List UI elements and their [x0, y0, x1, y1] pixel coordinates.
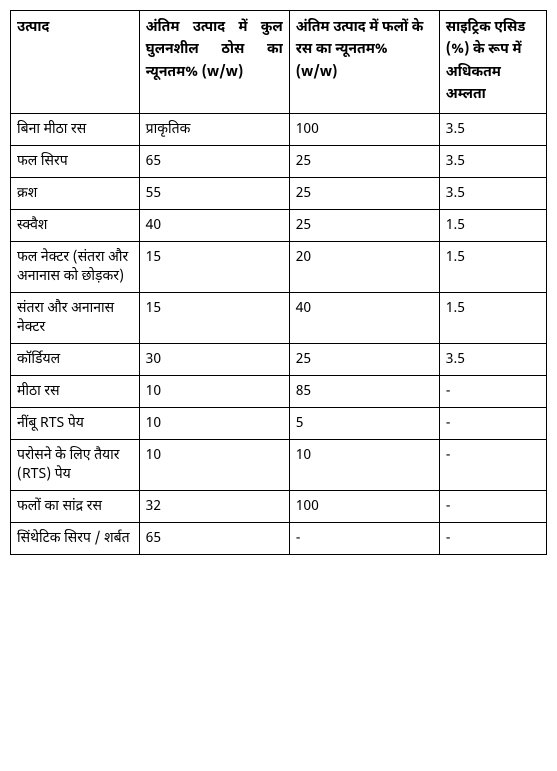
cell-acidity: 1.5: [439, 241, 546, 292]
table-body: बिना मीठा रस प्राकृतिक 100 3.5 फल सिरप 6…: [11, 113, 547, 554]
col-header-solids: अंतिम उत्पाद में कुल घुलनशील ठोस का न्यू…: [139, 11, 289, 114]
cell-juice: 10: [289, 439, 439, 490]
cell-product: नींबू RTS पेय: [11, 407, 140, 439]
cell-product: संतरा और अनानास नेक्टर: [11, 292, 140, 343]
cell-solids: 65: [139, 145, 289, 177]
cell-juice: 25: [289, 177, 439, 209]
table-row: परोसने के लिए तैयार (RTS) पेय 10 10 -: [11, 439, 547, 490]
cell-solids: 32: [139, 490, 289, 522]
table-row: फल सिरप 65 25 3.5: [11, 145, 547, 177]
cell-solids: 10: [139, 375, 289, 407]
table-row: क्रश 55 25 3.5: [11, 177, 547, 209]
cell-acidity: 1.5: [439, 292, 546, 343]
cell-solids: 15: [139, 292, 289, 343]
cell-product: फलों का सांद्र रस: [11, 490, 140, 522]
col-header-juice: अंतिम उत्पाद में फलों के रस का न्यूनतम% …: [289, 11, 439, 114]
cell-product: कॉर्डियल: [11, 343, 140, 375]
cell-juice: 100: [289, 490, 439, 522]
cell-solids: 10: [139, 439, 289, 490]
cell-solids: 15: [139, 241, 289, 292]
table-row: कॉर्डियल 30 25 3.5: [11, 343, 547, 375]
table-row: सिंथेटिक सिरप / शर्बत 65 - -: [11, 522, 547, 554]
cell-acidity: 3.5: [439, 145, 546, 177]
table-row: स्क्वैश 40 25 1.5: [11, 209, 547, 241]
header-row: उत्पाद अंतिम उत्पाद में कुल घुलनशील ठोस …: [11, 11, 547, 114]
cell-solids: 30: [139, 343, 289, 375]
cell-solids: 10: [139, 407, 289, 439]
table-row: बिना मीठा रस प्राकृतिक 100 3.5: [11, 113, 547, 145]
cell-solids: 65: [139, 522, 289, 554]
table-row: फलों का सांद्र रस 32 100 -: [11, 490, 547, 522]
cell-acidity: 3.5: [439, 343, 546, 375]
cell-juice: 25: [289, 343, 439, 375]
table-row: नींबू RTS पेय 10 5 -: [11, 407, 547, 439]
product-spec-table: उत्पाद अंतिम उत्पाद में कुल घुलनशील ठोस …: [10, 10, 547, 555]
table-row: मीठा रस 10 85 -: [11, 375, 547, 407]
cell-product: बिना मीठा रस: [11, 113, 140, 145]
cell-product: स्क्वैश: [11, 209, 140, 241]
col-header-acidity: साइट्रिक एसिड (%) के रूप में अधिकतम अम्ल…: [439, 11, 546, 114]
cell-product: सिंथेटिक सिरप / शर्बत: [11, 522, 140, 554]
cell-acidity: 3.5: [439, 113, 546, 145]
cell-solids: 40: [139, 209, 289, 241]
col-header-product: उत्पाद: [11, 11, 140, 114]
cell-juice: -: [289, 522, 439, 554]
cell-acidity: 1.5: [439, 209, 546, 241]
cell-juice: 20: [289, 241, 439, 292]
cell-juice: 100: [289, 113, 439, 145]
cell-product: फल नेक्टर (संतरा और अनानास को छोड़कर): [11, 241, 140, 292]
cell-juice: 25: [289, 209, 439, 241]
cell-acidity: -: [439, 407, 546, 439]
cell-acidity: -: [439, 375, 546, 407]
cell-product: मीठा रस: [11, 375, 140, 407]
cell-juice: 40: [289, 292, 439, 343]
cell-acidity: -: [439, 490, 546, 522]
cell-acidity: -: [439, 439, 546, 490]
cell-acidity: 3.5: [439, 177, 546, 209]
cell-juice: 85: [289, 375, 439, 407]
table-row: संतरा और अनानास नेक्टर 15 40 1.5: [11, 292, 547, 343]
table-row: फल नेक्टर (संतरा और अनानास को छोड़कर) 15…: [11, 241, 547, 292]
cell-juice: 5: [289, 407, 439, 439]
cell-product: फल सिरप: [11, 145, 140, 177]
cell-product: क्रश: [11, 177, 140, 209]
cell-product: परोसने के लिए तैयार (RTS) पेय: [11, 439, 140, 490]
cell-acidity: -: [439, 522, 546, 554]
cell-juice: 25: [289, 145, 439, 177]
cell-solids: प्राकृतिक: [139, 113, 289, 145]
cell-solids: 55: [139, 177, 289, 209]
